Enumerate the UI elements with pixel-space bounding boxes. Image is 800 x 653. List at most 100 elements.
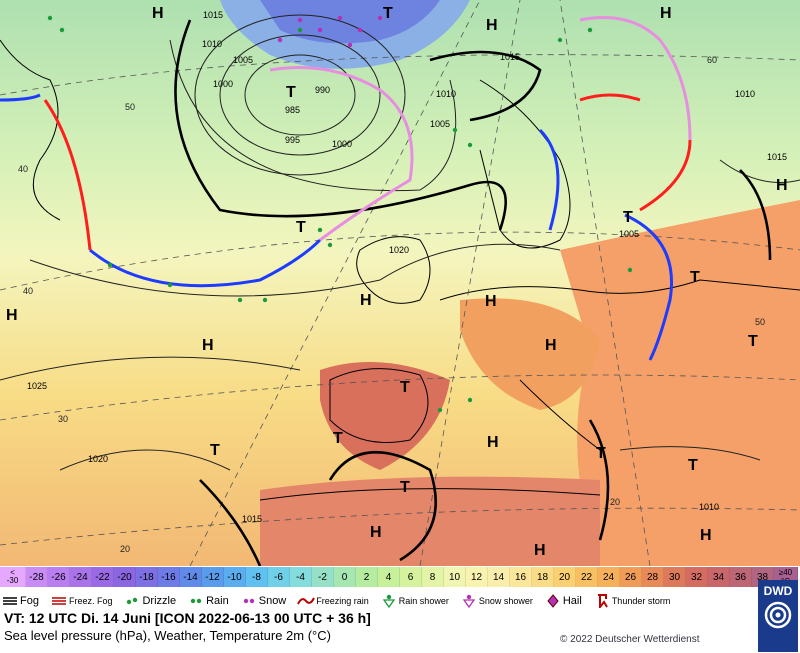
high-label: H — [6, 307, 18, 324]
svg-text:1005: 1005 — [233, 55, 253, 65]
svg-text:1010: 1010 — [699, 502, 719, 512]
snow-symbols — [277, 15, 383, 48]
svg-text:1000: 1000 — [332, 139, 352, 149]
pressure-centres: H T H T H T H T H T H H H T T H T T T H … — [6, 5, 788, 559]
rain-shower-icon — [379, 594, 399, 608]
map-description: Sea level pressure (hPa), Weather, Tempe… — [4, 628, 331, 643]
legend-snow: Snow — [239, 595, 286, 607]
fog-icon — [0, 595, 20, 607]
warm-front-east — [579, 93, 692, 212]
scale-cell: -22 — [92, 567, 114, 587]
scale-cell: 18 — [532, 567, 554, 587]
scale-cell: -14 — [180, 567, 202, 587]
scale-cell: -10 — [224, 567, 246, 587]
scale-cell: -24 — [70, 567, 92, 587]
svg-text:50: 50 — [125, 102, 135, 112]
high-label: H — [534, 542, 546, 559]
svg-text:1010: 1010 — [735, 89, 755, 99]
low-label: T — [400, 379, 410, 396]
high-label: H — [485, 293, 497, 310]
scale-cell: 30 — [664, 567, 686, 587]
freezing-fog-icon — [49, 595, 69, 607]
warm-region-east — [560, 200, 800, 566]
scale-cell: 14 — [488, 567, 510, 587]
legend-fog: Fog — [0, 595, 39, 607]
svg-text:1020: 1020 — [389, 245, 409, 255]
isobars — [0, 14, 800, 471]
low-label: T — [333, 430, 343, 447]
warm-region-africa — [260, 476, 600, 566]
svg-text:1015: 1015 — [500, 52, 520, 62]
scale-cell: 10 — [444, 567, 466, 587]
legend-rain-shower: Rain shower — [379, 594, 449, 608]
isobar-values: 1015 1010 1005 1000 990 985 995 1000 100… — [27, 10, 787, 524]
legend-freezing-fog: Freez. Fog — [49, 595, 112, 607]
cold-front-far-west — [0, 93, 41, 102]
thunderstorm-icon — [592, 594, 612, 608]
scale-cell: -28 — [26, 567, 48, 587]
high-label: H — [660, 5, 672, 22]
svg-text:990: 990 — [315, 85, 330, 95]
hail-icon — [543, 594, 563, 608]
low-label: T — [688, 457, 698, 474]
high-label: H — [700, 527, 712, 544]
scale-cell: 2 — [356, 567, 378, 587]
legend-thunderstorm: Thunder storm — [592, 594, 670, 608]
rain-symbols — [47, 15, 633, 413]
valid-time-title: VT: 12 UTC Di. 14 Juni [ICON 2022-06-13 … — [4, 610, 371, 626]
high-label: H — [545, 337, 557, 354]
svg-text:30: 30 — [58, 414, 68, 424]
freezing-rain-icon — [296, 595, 316, 607]
cold-region-core — [260, 0, 440, 44]
drizzle-icon — [122, 595, 142, 607]
snow-shower-icon — [459, 594, 479, 608]
high-label: H — [360, 292, 372, 309]
low-label: T — [596, 445, 606, 462]
warm-front-west — [43, 99, 92, 251]
cold-front-west — [89, 238, 322, 288]
svg-text:1015: 1015 — [203, 10, 223, 20]
svg-text:60: 60 — [707, 55, 717, 65]
cold-front-scandinavia — [538, 128, 560, 231]
scale-cell: -12 — [202, 567, 224, 587]
low-label: T — [623, 209, 633, 226]
svg-text:1010: 1010 — [436, 89, 456, 99]
svg-text:1015: 1015 — [242, 514, 262, 524]
scale-cell: 22 — [576, 567, 598, 587]
scale-cell: 0 — [334, 567, 356, 587]
svg-text:1015: 1015 — [767, 152, 787, 162]
high-label: H — [370, 524, 382, 541]
scale-cell: 16 — [510, 567, 532, 587]
svg-text:40: 40 — [23, 286, 33, 296]
low-label: T — [383, 5, 393, 22]
scale-cell: -18 — [136, 567, 158, 587]
scale-cell: -26 — [48, 567, 70, 587]
cold-front-east — [624, 213, 673, 361]
snow-icon — [239, 595, 259, 607]
svg-text:50: 50 — [755, 317, 765, 327]
warm-region-italy — [460, 298, 600, 410]
svg-text:20: 20 — [120, 544, 130, 554]
scale-cell: -6 — [268, 567, 290, 587]
scale-cell: -4 — [290, 567, 312, 587]
high-label: H — [486, 17, 498, 34]
low-label: T — [296, 219, 306, 236]
scale-cell: 20 — [554, 567, 576, 587]
svg-text:1005: 1005 — [619, 229, 639, 239]
legend-rain: Rain — [186, 595, 229, 607]
copyright: © 2022 Deutscher Wetterdienst — [560, 634, 700, 645]
coastlines — [0, 39, 800, 501]
svg-text:985: 985 — [285, 105, 300, 115]
legend-snow-shower: Snow shower — [459, 594, 533, 608]
scale-cell: -8 — [246, 567, 268, 587]
svg-text:1005: 1005 — [430, 119, 450, 129]
weather-legend: Fog Freez. Fog Drizzle Rain Snow — [0, 590, 760, 612]
temperature-scale: < -30 -28 -26 -24 -22 -20 -18 -16 -14 -12 -10 -8 -6 -4… — [0, 567, 798, 587]
svg-text:40: 40 — [18, 164, 28, 174]
dwd-logo: DWD — [758, 580, 798, 652]
high-label: H — [202, 337, 214, 354]
high-label: H — [487, 434, 499, 451]
high-label: H — [776, 177, 788, 194]
scale-cell: -2 — [312, 567, 334, 587]
scale-cell: 12 — [466, 567, 488, 587]
